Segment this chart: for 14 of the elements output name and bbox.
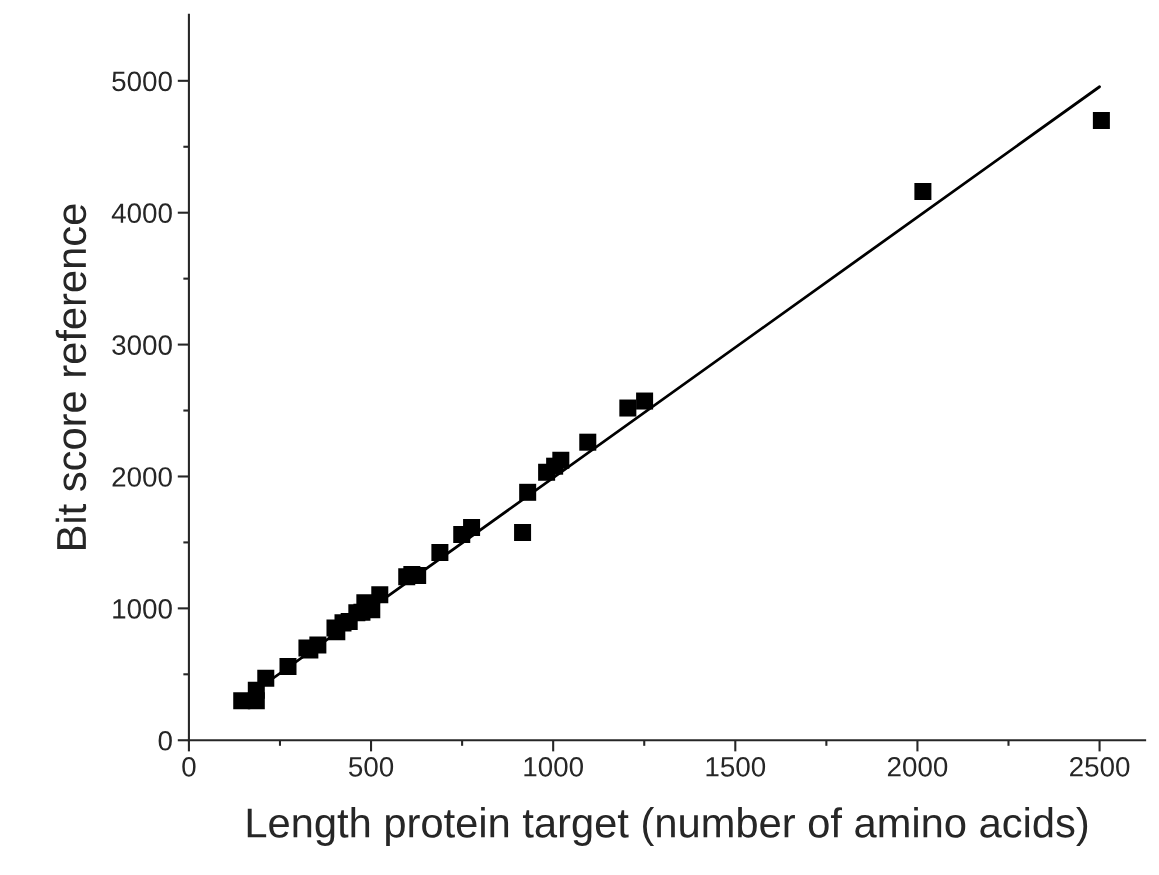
- y-tick-label: 3000: [112, 335, 172, 355]
- y-tick-label: 2000: [112, 467, 172, 487]
- x-axis-title: Length protein target (number of amino acids): [247, 807, 1088, 846]
- y-axis-title: Bit score reference: [55, 204, 87, 549]
- x-tick-label: 2000: [887, 756, 948, 777]
- x-tick-label: 500: [348, 756, 394, 777]
- x-tick-label: 1500: [706, 756, 766, 777]
- y-tick-label: 0: [158, 730, 172, 751]
- y-tick-label: 5000: [112, 71, 172, 92]
- x-tick-label: 2500: [1070, 756, 1130, 777]
- y-tick-label: 4000: [111, 203, 172, 224]
- x-tick-label: 1000: [524, 756, 583, 777]
- x-tick-label: 0: [182, 756, 196, 777]
- y-tick-label: 1000: [113, 599, 172, 619]
